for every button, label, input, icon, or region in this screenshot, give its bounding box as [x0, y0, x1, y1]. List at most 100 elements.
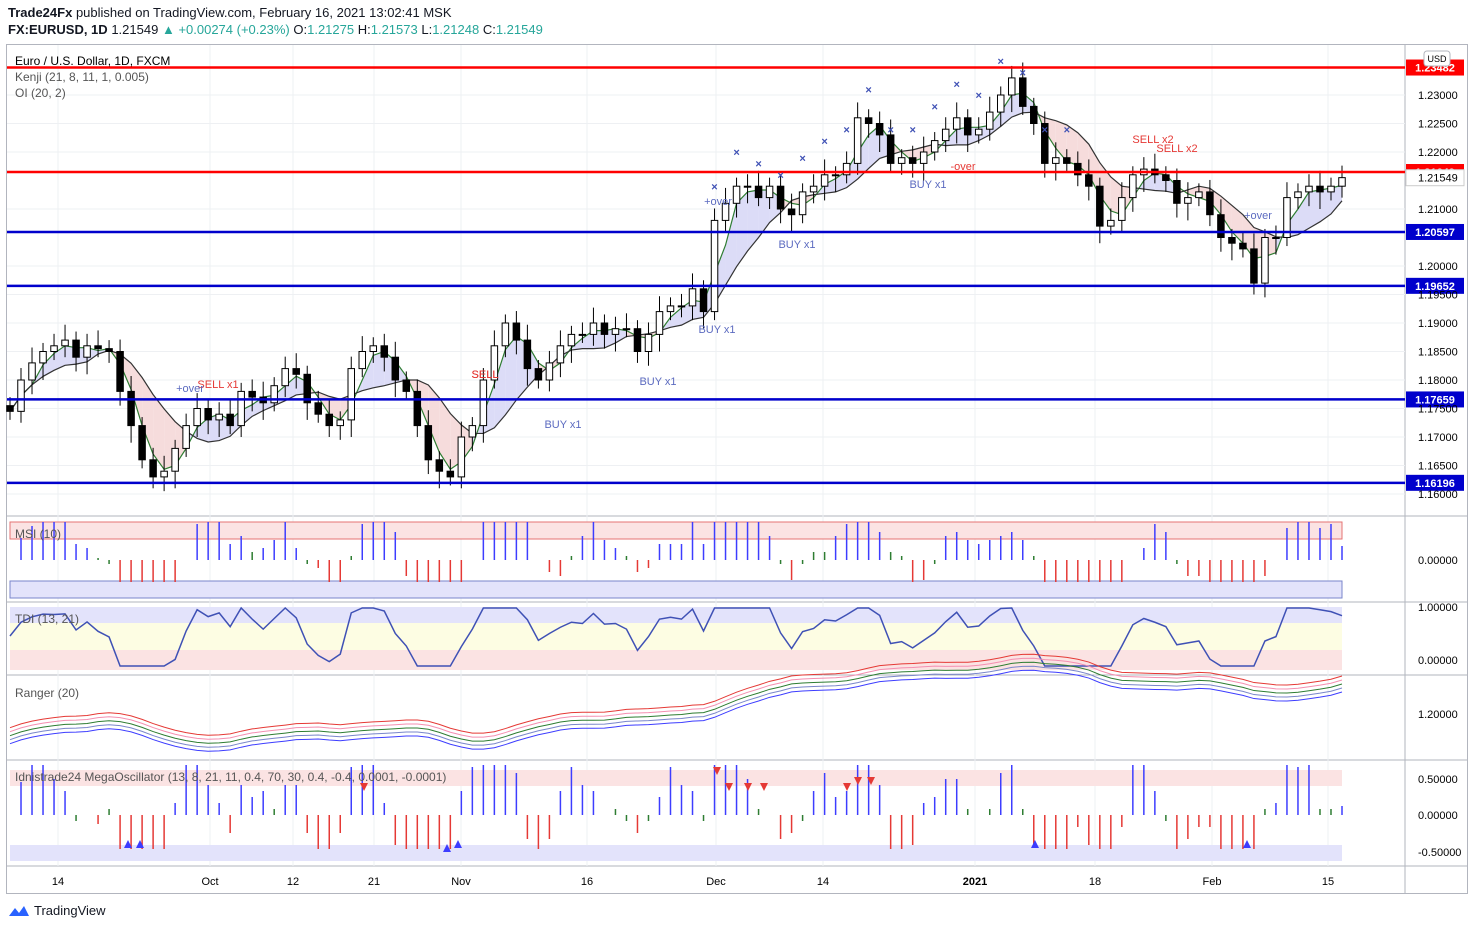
bull-candle: [28, 362, 36, 381]
bear-candle: [1063, 157, 1071, 164]
bear-candle: [435, 459, 444, 472]
pane-tick: 1.20000: [1418, 709, 1458, 721]
price-tick: 1.22500: [1418, 119, 1458, 131]
bull-candle: [237, 390, 245, 427]
bear-candle: [116, 351, 124, 392]
x-marker: ×: [865, 85, 871, 97]
bear-candle: [424, 425, 433, 461]
cloud-segment: [1330, 185, 1342, 214]
cloud-segment: [1231, 205, 1243, 244]
bear-candle: [1096, 185, 1104, 227]
bear-candle: [380, 345, 389, 358]
tradingview-logo[interactable]: TradingView: [8, 903, 106, 918]
level-label: 1.19652: [1415, 281, 1455, 293]
time-tick: Feb: [1203, 876, 1222, 888]
signal-label: +over: [704, 196, 732, 208]
cloud-segment: [670, 307, 682, 328]
bear-candle: [413, 390, 422, 427]
bull-candle: [1272, 237, 1280, 239]
bull-candle: [578, 333, 587, 336]
x-marker: ×: [976, 90, 982, 102]
cloud-segment: [1297, 191, 1309, 235]
cloud-segment: [857, 134, 869, 180]
bull-candle: [281, 368, 289, 387]
bear-candle: [776, 185, 785, 210]
bear-candle: [1162, 174, 1170, 182]
candles: [6, 62, 1346, 492]
time-tick: 14: [52, 876, 64, 888]
bull-candle: [732, 185, 741, 204]
bull-candle: [721, 202, 730, 221]
signal-label: +over: [1244, 210, 1272, 222]
bear-candle: [149, 459, 157, 478]
bull-candle: [688, 288, 697, 307]
price-tick: 1.18500: [1418, 347, 1458, 359]
bull-candle: [974, 128, 983, 136]
cloud-segment: [131, 363, 143, 426]
mega-buy-arrow: [1243, 840, 1251, 848]
high-value: 1.21573: [370, 22, 418, 37]
pane-tick: 0.00000: [1418, 810, 1458, 822]
bear-candle: [1173, 180, 1181, 204]
chart-frame[interactable]: [6, 44, 1468, 894]
bull-candle: [941, 128, 950, 142]
mega-upper-band: [10, 770, 1342, 786]
bull-candle: [820, 174, 829, 187]
mega-sell-arrow: [760, 783, 768, 791]
msi-label: MSI (10): [15, 527, 61, 541]
h-label: H:: [357, 22, 371, 37]
x-marker: ×: [1064, 124, 1070, 136]
bull-candle: [1052, 157, 1060, 164]
bear-candle: [787, 208, 796, 216]
signal-label: BUY x1: [639, 376, 676, 388]
price-tick: 1.21549: [1418, 173, 1458, 185]
kenji-label: Kenji (21, 8, 11, 1, 0.005): [15, 70, 149, 84]
bull-candle: [842, 162, 851, 176]
bear-candle: [875, 123, 884, 136]
cloud-segment: [725, 203, 737, 286]
currency-badge[interactable]: [1423, 50, 1451, 67]
level-label-bg: [1406, 277, 1464, 294]
signal-label: SELL x2: [1156, 143, 1197, 155]
cloud-segment: [1319, 188, 1331, 222]
pane-tick: 1.00000: [1418, 602, 1458, 614]
bull-candle: [952, 117, 961, 130]
bull-candle: [589, 322, 598, 335]
price-tick: 1.18000: [1418, 375, 1458, 387]
time-tick: 14: [817, 876, 829, 888]
price-tick: 1.16000: [1418, 489, 1458, 501]
bear-candle: [864, 117, 873, 125]
x-marker: ×: [1020, 67, 1026, 79]
x-marker: ×: [909, 124, 915, 136]
bear-candle: [72, 339, 80, 358]
level-label: 1.17659: [1415, 394, 1455, 406]
cloud-segment: [142, 377, 154, 455]
mega-sell-arrow: [744, 783, 752, 791]
cloud-segment: [505, 336, 517, 415]
cloud-segment: [285, 376, 297, 401]
tdi-mid-band: [10, 623, 1342, 650]
x-marker: ×: [799, 153, 805, 165]
bear-candle: [105, 348, 113, 352]
time-tick: Oct: [201, 876, 218, 888]
l-label: L:: [421, 22, 433, 37]
price-tick: 1.17000: [1418, 432, 1458, 444]
bear-candle: [1206, 191, 1214, 216]
bull-candle: [644, 333, 653, 352]
bull-candle: [567, 333, 576, 347]
ranger-band: [9, 653, 1343, 736]
x-marker: ×: [821, 136, 827, 148]
pane-tick: 0.00000: [1418, 655, 1458, 667]
bull-candle: [468, 425, 477, 438]
time-tick: Dec: [706, 876, 726, 888]
bull-candle: [1118, 197, 1126, 221]
time-tick: 18: [1089, 876, 1101, 888]
price-tick: 1.19500: [1418, 290, 1458, 302]
signal-label: SELL: [472, 369, 499, 381]
bull-candle: [182, 425, 190, 449]
bull-candle: [160, 470, 168, 478]
mega-buy-arrow: [443, 844, 451, 852]
tdi-line: [9, 606, 1343, 667]
bull-candle: [1008, 77, 1016, 96]
